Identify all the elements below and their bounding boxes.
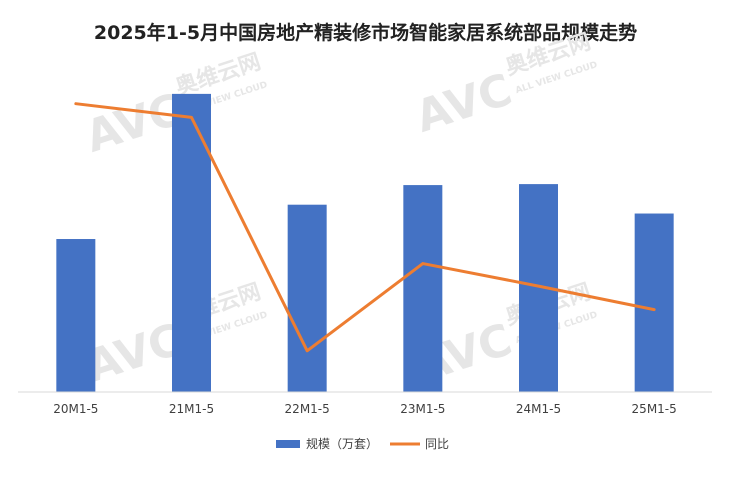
x-tick-label: 25M1-5 (632, 402, 677, 416)
bar (56, 239, 96, 392)
legend: 规模（万套） 同比 (276, 436, 449, 451)
x-tick-label: 23M1-5 (400, 402, 445, 416)
watermark-logo: AVC (410, 64, 518, 143)
bar-series (56, 93, 674, 392)
x-tick-label: 20M1-5 (53, 402, 98, 416)
legend-label-line: 同比 (425, 437, 449, 451)
line-path (74, 102, 656, 353)
x-tick-label: 22M1-5 (285, 402, 330, 416)
bar (172, 93, 211, 392)
legend-swatch-bar (276, 440, 300, 448)
x-tick-label: 24M1-5 (516, 402, 561, 416)
x-axis-labels: 20M1-5 21M1-5 22M1-5 23M1-5 24M1-5 25M1-5 (53, 402, 677, 416)
bar (403, 185, 443, 392)
watermark-logo: AVC (80, 314, 188, 393)
bar (634, 213, 674, 392)
watermark-logo: AVC (80, 84, 188, 163)
x-tick-label: 21M1-5 (169, 402, 214, 416)
chart-title: 2025年1-5月中国房地产精装修市场智能家居系统部品规模走势 (93, 22, 638, 44)
line-series (74, 102, 656, 353)
bar (287, 204, 327, 392)
legend-label-bar: 规模（万套） (306, 436, 378, 451)
